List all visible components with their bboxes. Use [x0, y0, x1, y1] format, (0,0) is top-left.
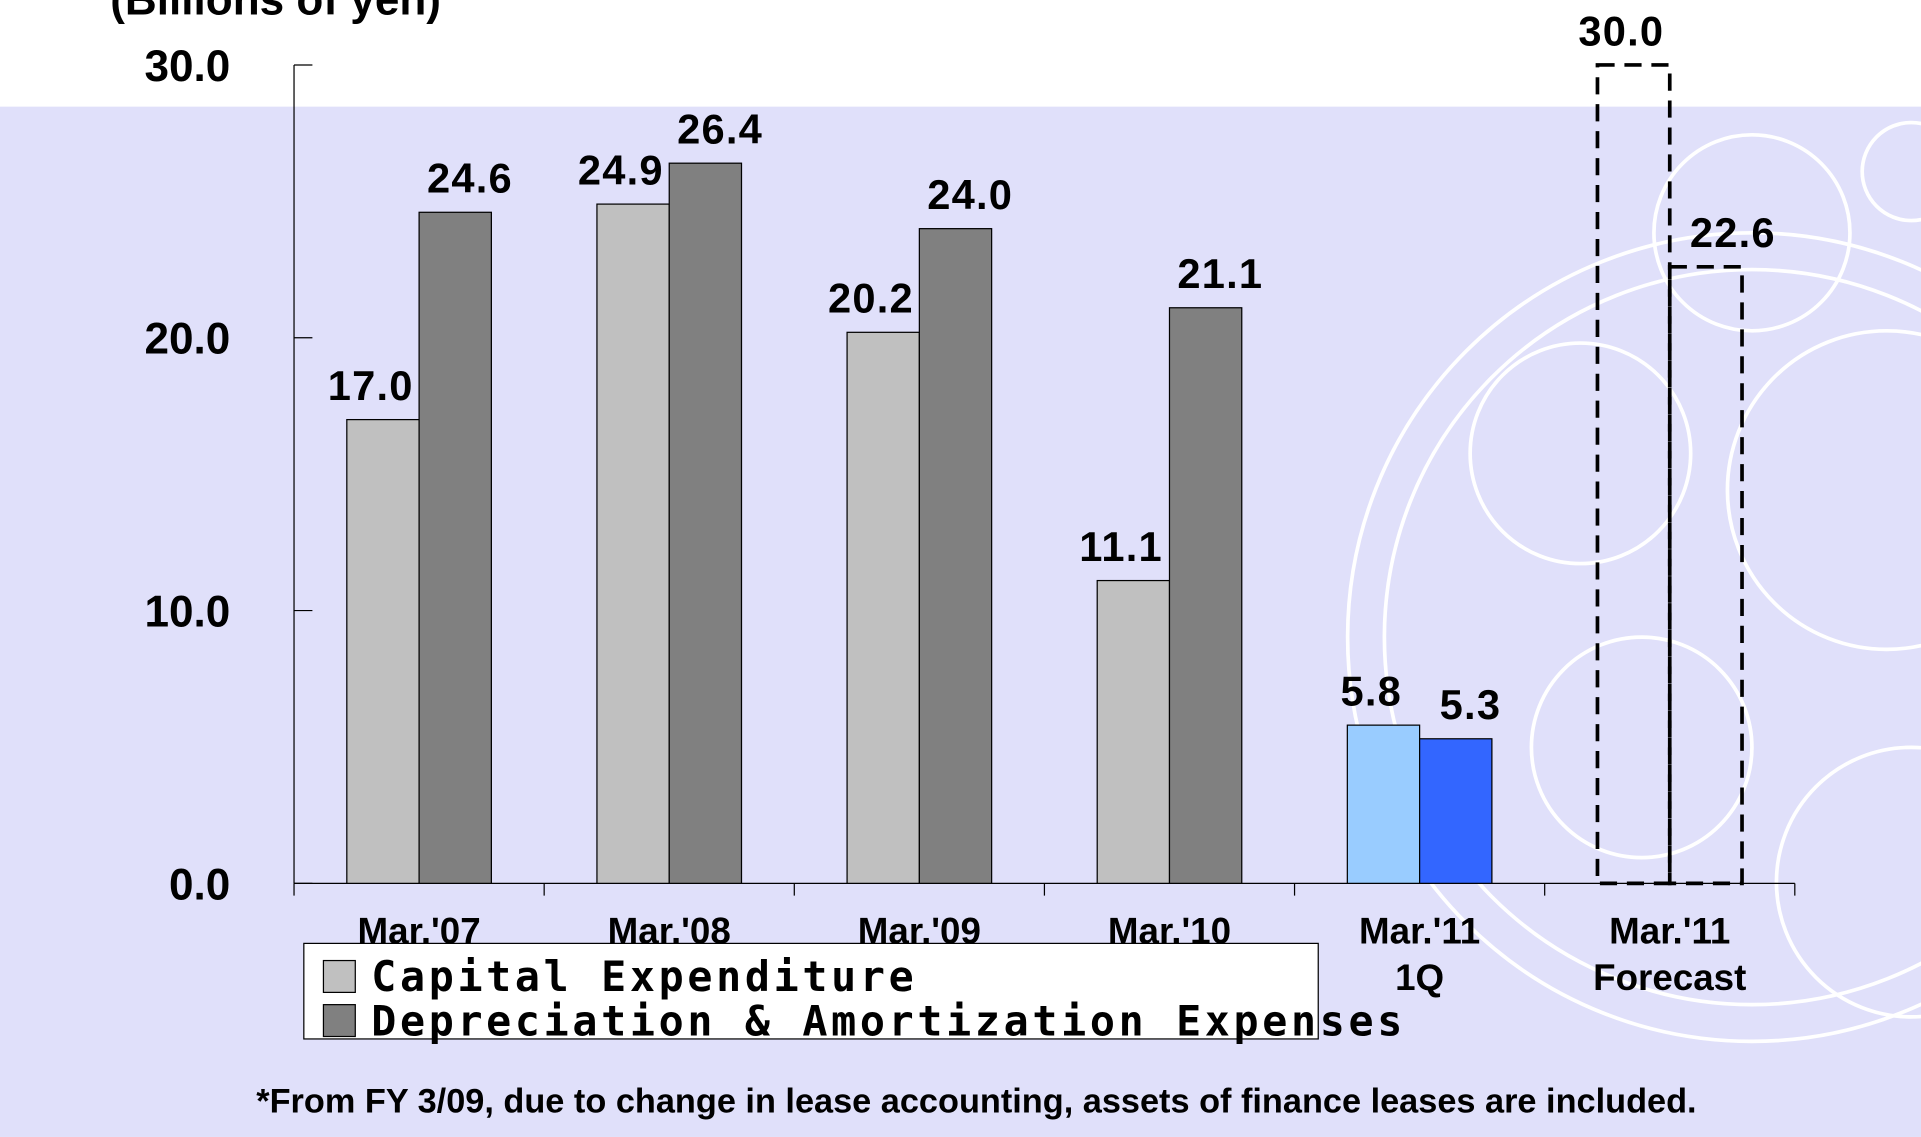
bar [596, 203, 670, 884]
value-label: 24.0 [927, 171, 1013, 218]
bar [418, 211, 492, 884]
x-tick-label: Forecast [1593, 957, 1746, 998]
bar [1667, 265, 1744, 886]
y-tick-label: 0.0 [169, 860, 230, 909]
value-label: 5.3 [1440, 681, 1502, 728]
value-label: 22.6 [1690, 209, 1776, 256]
value-label: 21.1 [1177, 250, 1263, 297]
bar [1346, 724, 1421, 884]
footnote: *From FY 3/09, due to change in lease ac… [256, 1082, 1696, 1120]
value-label: 24.6 [427, 155, 513, 202]
y-tick-label: 10.0 [144, 587, 230, 636]
y-axis-label: (Billions of yen) [110, 0, 441, 25]
legend-swatch [322, 959, 356, 994]
legend [303, 942, 1319, 1040]
value-label: 26.4 [677, 106, 763, 153]
y-tick-label: 20.0 [144, 315, 230, 364]
bar [1096, 579, 1171, 884]
value-label: 20.2 [828, 275, 914, 322]
value-label: 5.8 [1340, 668, 1402, 715]
bar [1419, 738, 1493, 884]
x-tick-label: Mar.'11 [1609, 910, 1730, 951]
x-tick-label: Mar.'07 [358, 910, 481, 951]
legend-label: Depreciation & Amortization Expenses [371, 996, 1406, 1045]
bar [918, 228, 993, 884]
value-label: 17.0 [328, 362, 414, 409]
bar [1595, 63, 1672, 886]
x-tick-label: Mar.'09 [858, 910, 981, 951]
value-label: 11.1 [1079, 523, 1163, 570]
x-tick-label: 1Q [1395, 957, 1444, 998]
y-tick-label: 30.0 [144, 42, 230, 91]
bar [668, 162, 743, 884]
legend-swatch [322, 1004, 356, 1038]
x-tick-label: Mar.'08 [608, 910, 731, 951]
x-tick-label: Mar.'11 [1359, 910, 1480, 951]
value-label: 24.9 [578, 146, 664, 193]
value-label: 30.0 [1578, 7, 1664, 54]
bar [1168, 307, 1243, 884]
bar [846, 331, 920, 884]
legend-label: Capital Expenditure [371, 952, 917, 1001]
x-tick-label: Mar.'10 [1108, 910, 1231, 951]
decoration [1345, 120, 1921, 1044]
bar [346, 418, 420, 884]
